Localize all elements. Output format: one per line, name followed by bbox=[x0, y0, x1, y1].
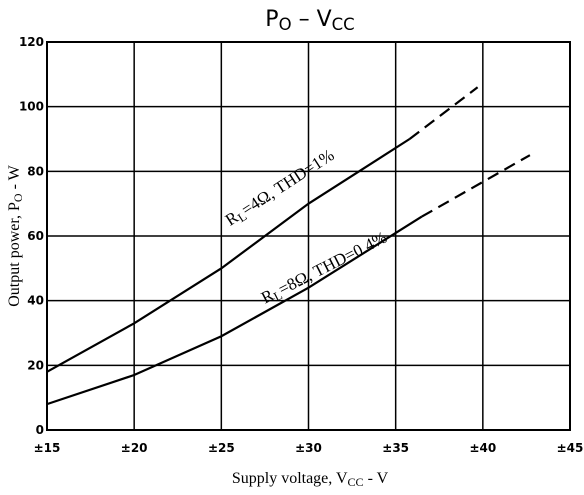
ylabel-sub: O bbox=[11, 193, 25, 202]
x-tick-label: ±40 bbox=[469, 441, 496, 455]
y-tick-label: 80 bbox=[27, 164, 44, 178]
title-part: V bbox=[317, 7, 332, 32]
title-part: – bbox=[292, 7, 317, 32]
y-tick-label: 60 bbox=[27, 229, 44, 243]
annotation: RL=8Ω, THD=0.4% bbox=[258, 228, 391, 310]
ylabel-part: - W bbox=[6, 164, 23, 193]
chart-title: PO – VCC bbox=[265, 7, 354, 34]
annotation-part: =8Ω, THD=0.4% bbox=[275, 228, 390, 299]
title-part: P bbox=[265, 7, 278, 32]
x-tick-label: ±25 bbox=[208, 441, 235, 455]
title-sub: CC bbox=[332, 15, 355, 34]
y-tick-label: 100 bbox=[19, 100, 44, 114]
y-tick-label: 0 bbox=[36, 423, 44, 437]
x-tick-label: ±30 bbox=[295, 441, 322, 455]
x-tick-label: ±20 bbox=[121, 441, 148, 455]
xlabel-sub: CC bbox=[348, 475, 364, 489]
annotation: RL=4Ω, THD=1% bbox=[222, 145, 339, 231]
line-series bbox=[46, 215, 423, 406]
plot-frame bbox=[46, 41, 571, 431]
line-series bbox=[46, 138, 411, 373]
x-tick-label: ±15 bbox=[34, 441, 61, 455]
y-tick-label: 120 bbox=[19, 35, 44, 49]
xlabel-part: Supply voltage, V bbox=[232, 470, 348, 487]
line-series bbox=[421, 154, 531, 218]
line-series bbox=[408, 86, 479, 140]
annotation-part: =4Ω, THD=1% bbox=[238, 145, 338, 219]
y-tick-label: 40 bbox=[27, 294, 44, 308]
title-sub: O bbox=[279, 15, 292, 34]
x-tick-label: ±35 bbox=[382, 441, 409, 455]
xlabel-part: - V bbox=[364, 470, 389, 487]
ylabel-part: Output power, P bbox=[6, 202, 23, 307]
x-tick-label: ±45 bbox=[557, 441, 584, 455]
y-tick-label: 20 bbox=[27, 358, 44, 372]
x-axis-label: Supply voltage, VCC - V bbox=[232, 470, 389, 489]
y-axis-label: Output power, PO - W bbox=[6, 164, 25, 306]
